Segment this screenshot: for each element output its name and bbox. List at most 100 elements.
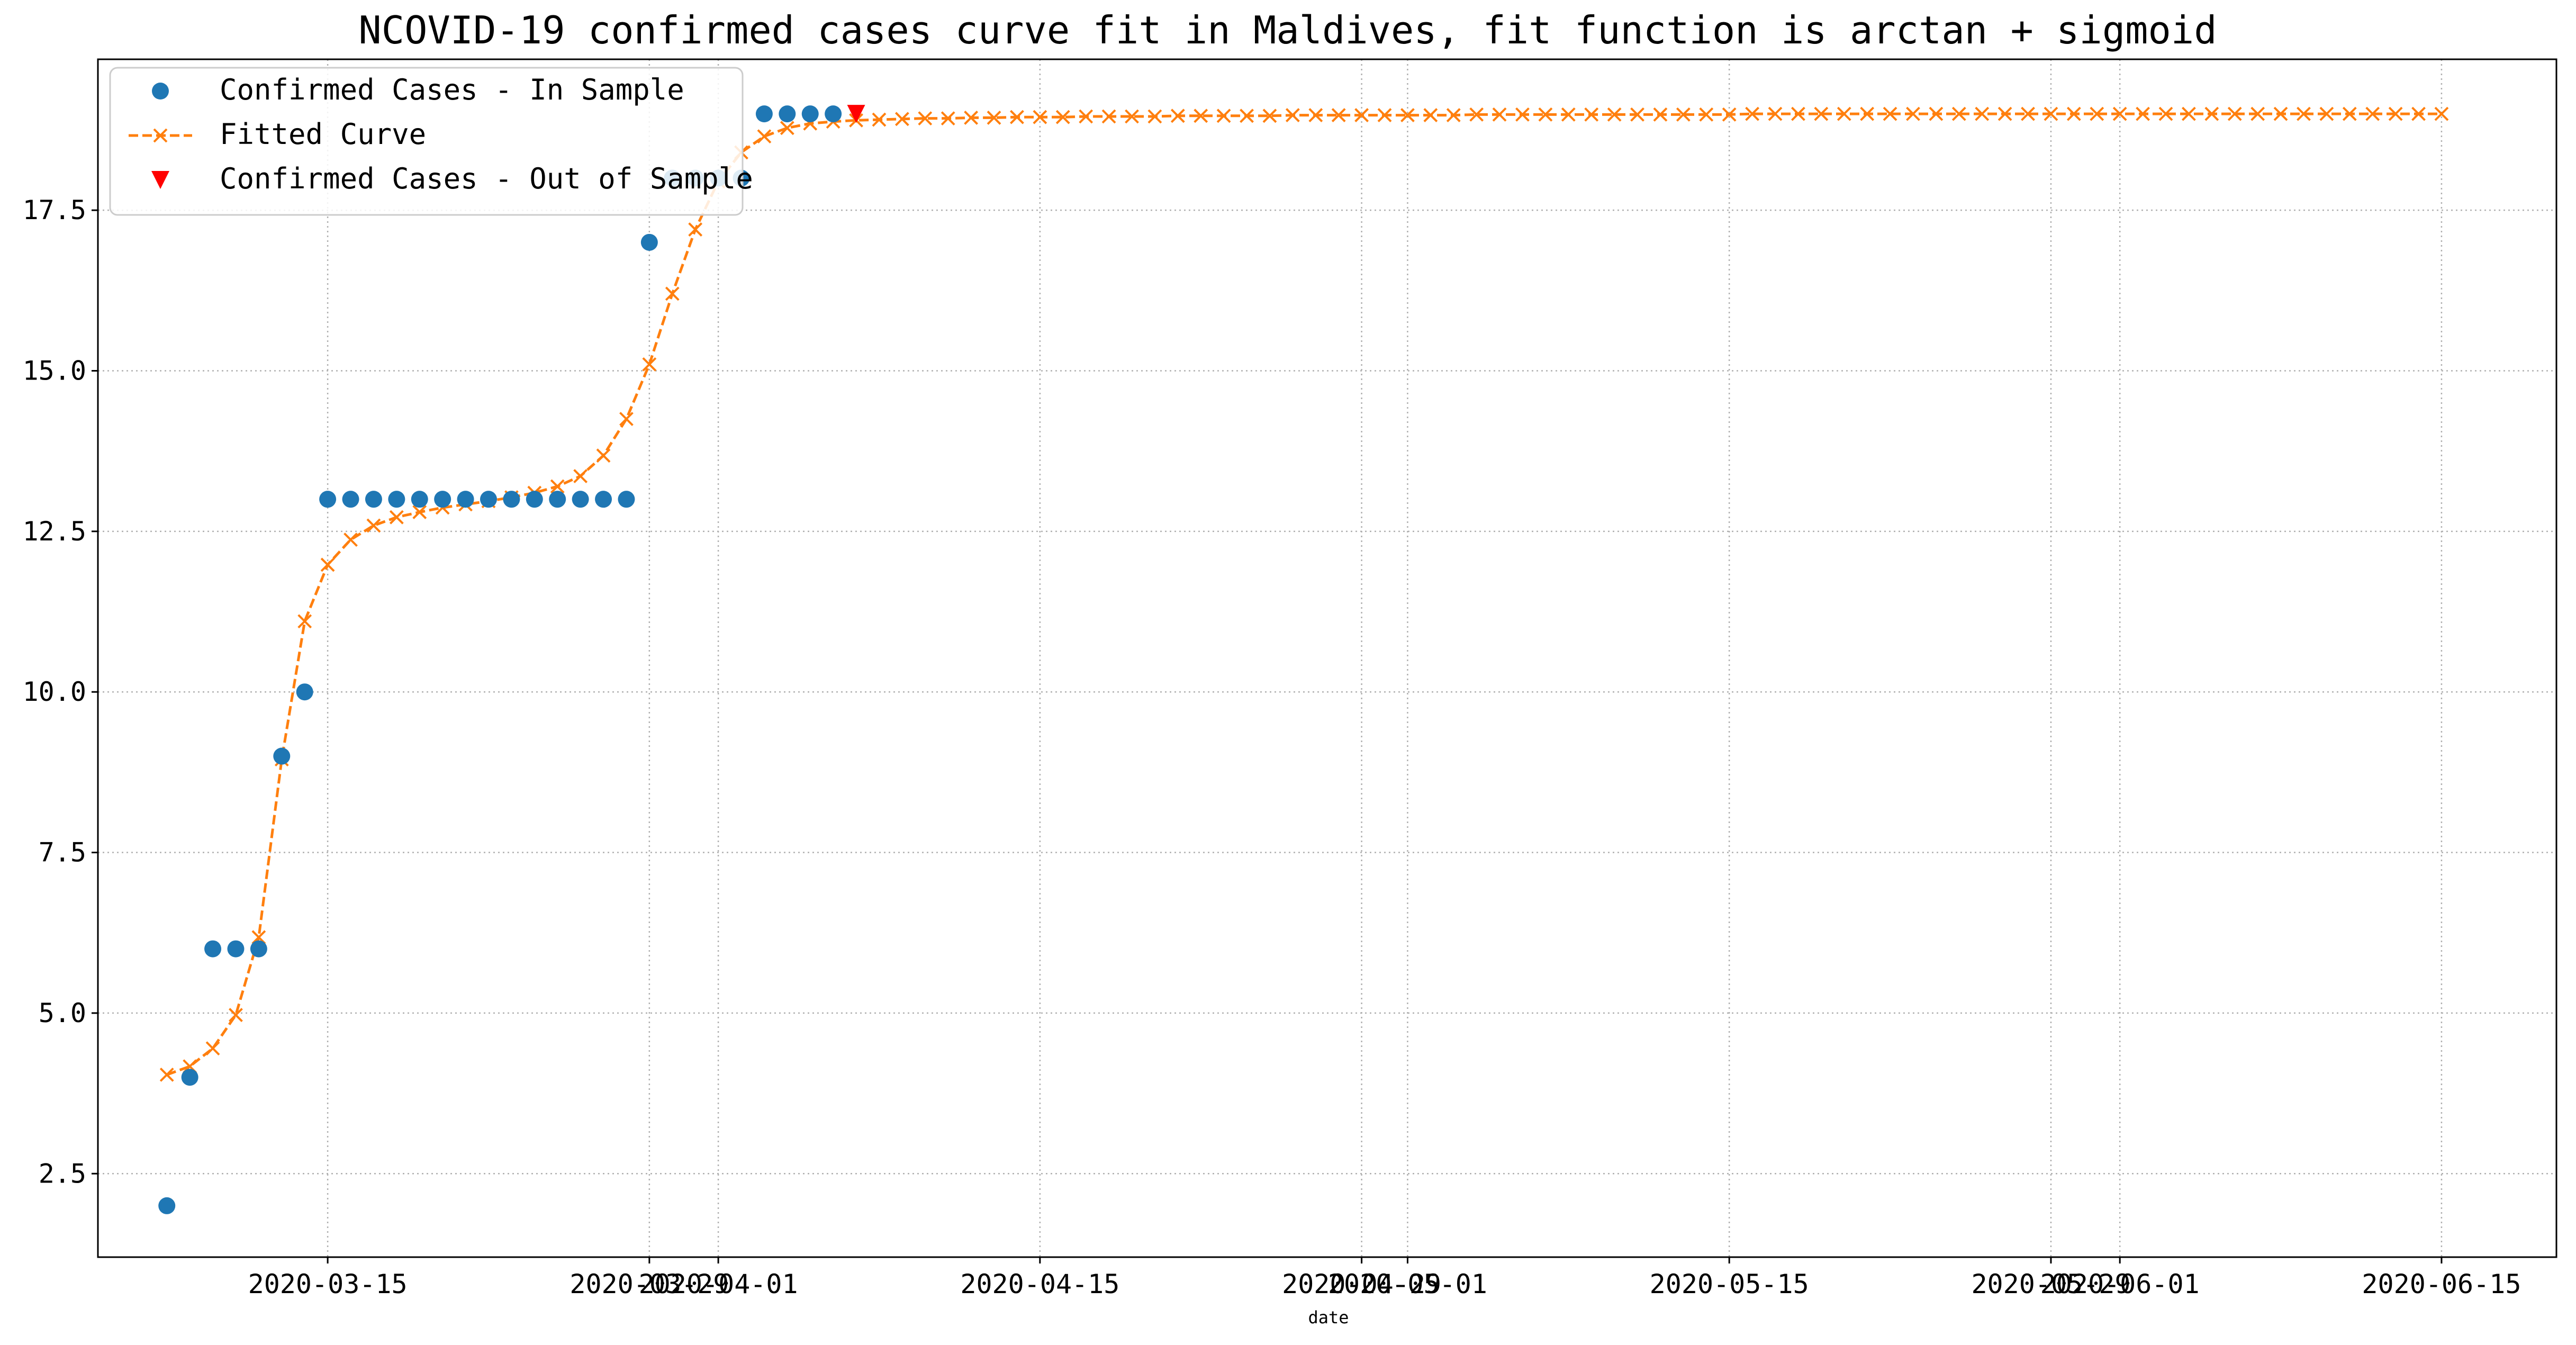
fitted-curve-marker xyxy=(1446,108,1461,122)
plot-frame xyxy=(97,58,2557,1258)
fitted-curve-marker xyxy=(1699,107,1714,122)
chart-title: NCOVID-19 confirmed cases curve fit in M… xyxy=(358,8,2217,52)
fitted-curve-marker xyxy=(1722,107,1737,122)
fitted-curve-marker xyxy=(1997,106,2012,121)
fitted-curve-marker xyxy=(229,1008,243,1022)
fitted-curve-marker xyxy=(2158,106,2173,121)
y-tick-label: 7.5 xyxy=(39,837,86,868)
fitted-curve-marker xyxy=(2136,106,2150,121)
x-tick-label: 2020-04-29 xyxy=(1282,1269,1441,1299)
fitted-curve-marker xyxy=(1423,108,1438,122)
fitted-curve-marker xyxy=(1010,110,1024,124)
fitted-curve-marker xyxy=(1147,109,1162,124)
in-sample-point xyxy=(411,491,428,508)
fitted-curve-marker xyxy=(1515,107,1530,122)
fitted-curve-marker xyxy=(2434,106,2449,121)
fitted-curve-marker xyxy=(1055,110,1070,124)
fitted-curve-marker xyxy=(596,448,611,463)
fitted-curve-marker xyxy=(1354,108,1369,122)
legend-entry-label: Confirmed Cases - Out of Sample xyxy=(220,162,753,195)
fitted-curve-marker xyxy=(2182,106,2196,121)
fitted-curve-marker xyxy=(1676,107,1691,122)
fitted-curve-marker xyxy=(941,111,955,126)
fitted-curve-marker xyxy=(894,112,909,127)
fitted-curve-marker xyxy=(1377,108,1392,122)
fitted-curve-marker xyxy=(872,112,887,127)
fitted-curve-marker xyxy=(1125,109,1139,124)
in-sample-point xyxy=(618,491,635,508)
in-sample-point xyxy=(204,940,222,958)
fitted-curve-marker xyxy=(2319,106,2334,121)
x-axis-label: date xyxy=(1308,1307,1349,1328)
fitted-curve-marker xyxy=(1492,107,1507,122)
fitted-curve-marker xyxy=(1469,107,1484,122)
in-sample-point xyxy=(549,491,566,508)
in-sample-point xyxy=(227,940,245,958)
in-sample-point xyxy=(250,940,267,958)
fitted-curve-marker xyxy=(1883,106,1897,121)
y-tick-label: 10.0 xyxy=(23,676,86,707)
legend: Confirmed Cases - In Sample Fitted Curve C… xyxy=(109,67,753,216)
in-sample-point xyxy=(434,491,451,508)
x-tick-label: 2020-04-15 xyxy=(960,1269,1119,1299)
fitted-curve-marker xyxy=(1951,106,1966,121)
y-tick-label: 12.5 xyxy=(23,516,86,547)
in-sample-point xyxy=(342,491,359,508)
fitted-curve-marker xyxy=(1768,106,1783,121)
fitted-curve-marker xyxy=(1400,108,1415,122)
fitted-curve-marker xyxy=(1101,109,1116,124)
fitted-curve-marker xyxy=(2021,106,2035,121)
legend-marker-in-sample xyxy=(152,83,169,100)
in-sample-point xyxy=(319,491,337,508)
x-tick-label: 2020-05-01 xyxy=(1328,1269,1487,1299)
fitted-curve-marker xyxy=(1929,106,1944,121)
fitted-curve-marker xyxy=(344,532,358,547)
fitted-curve-marker xyxy=(2250,106,2265,121)
fitted-curve-marker xyxy=(2388,106,2403,121)
fitted-curve-marker xyxy=(1170,109,1185,123)
fitted-curve-marker xyxy=(1814,106,1829,121)
fitted-curve-marker xyxy=(2365,106,2380,121)
fitted-curve-marker xyxy=(1607,107,1622,122)
grid-layer xyxy=(98,59,2556,1257)
y-tick-label: 5.0 xyxy=(39,998,86,1028)
fitted-curve-marker xyxy=(642,357,657,372)
fitted-curve-marker xyxy=(1033,110,1047,124)
fitted-curve-marker xyxy=(688,222,703,237)
in-sample-point xyxy=(296,683,313,701)
fitted-curve-marker xyxy=(1262,109,1277,123)
y-tick-label: 17.5 xyxy=(23,195,86,225)
fitted-curve-marker xyxy=(987,111,1001,125)
fitted-curve-marker xyxy=(389,510,404,525)
in-sample-point xyxy=(572,491,589,508)
y-tick-label: 2.5 xyxy=(39,1158,86,1189)
fitted-curve-marker xyxy=(1975,106,1990,121)
in-sample-point xyxy=(640,233,658,251)
fitted-curve-line xyxy=(166,112,2442,1076)
in-sample-point xyxy=(801,105,819,123)
in-sample-point xyxy=(779,105,796,123)
fitted-curve-marker xyxy=(1837,106,1851,121)
fitted-curve-marker xyxy=(1653,107,1668,122)
legend-marker-out-of-sample xyxy=(151,171,169,189)
fitted-curve-marker xyxy=(1079,109,1093,124)
fitted-curve-marker xyxy=(2066,106,2081,121)
in-sample-point xyxy=(480,491,497,508)
fitted-curve-marker xyxy=(2297,106,2311,121)
fitted-curve-marker xyxy=(2204,106,2219,121)
fitted-curve-marker xyxy=(320,557,335,572)
in-sample-point xyxy=(503,491,520,508)
fitted-curve-marker xyxy=(665,286,680,301)
fitted-curve-marker xyxy=(1860,106,1875,121)
fitted-curve-marker xyxy=(2090,106,2104,121)
legend-entry-label: Fitted Curve xyxy=(220,118,426,151)
fitted-curve-marker xyxy=(205,1041,220,1056)
fitted-curve-marker xyxy=(1745,106,1760,121)
fitted-curve-marker xyxy=(412,505,427,519)
fitted-curve-marker xyxy=(1285,108,1300,122)
in-sample-point xyxy=(526,491,543,508)
out-of-sample-point xyxy=(847,105,865,123)
